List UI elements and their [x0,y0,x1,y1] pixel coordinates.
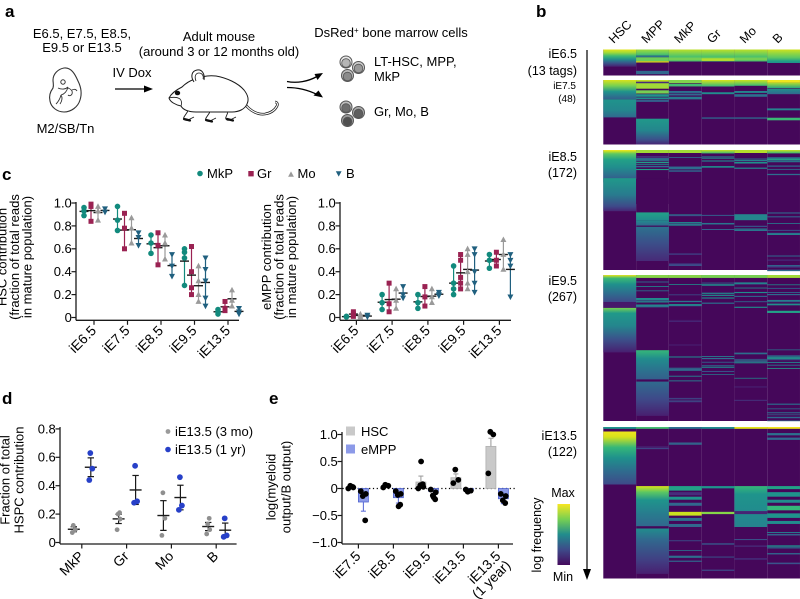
svg-text:0.4: 0.4 [318,264,336,279]
svg-text:0.6: 0.6 [54,241,72,256]
svg-text:B: B [346,166,355,181]
svg-text:E9.5 or E13.5: E9.5 or E13.5 [42,40,122,55]
svg-text:0: 0 [65,310,72,325]
svg-text:HSPC contribution: HSPC contribution [12,427,27,534]
svg-text:eMPP contribution: eMPP contribution [259,204,274,310]
svg-text:in mature population): in mature population) [20,196,35,318]
svg-text:eMPP: eMPP [361,442,396,457]
svg-text:MkP: MkP [374,69,400,84]
svg-text:c: c [2,165,11,184]
svg-text:Gr: Gr [257,166,272,181]
svg-text:0: 0 [331,481,338,496]
svg-text:iE7.5: iE7.5 [553,81,576,92]
svg-text:0: 0 [49,535,56,550]
svg-text:1.0: 1.0 [318,195,336,210]
svg-text:0.4: 0.4 [38,478,56,493]
svg-text:1.0: 1.0 [54,195,72,210]
svg-text:HSC contribution: HSC contribution [0,208,10,306]
svg-text:0.4: 0.4 [54,264,72,279]
svg-text:0.6: 0.6 [318,241,336,256]
svg-text:iE13.5 (1 yr): iE13.5 (1 yr) [175,442,246,457]
svg-text:e: e [269,389,278,408]
svg-text:0.2: 0.2 [38,507,56,522]
svg-text:output/B output): output/B output) [279,441,294,534]
svg-text:1.0: 1.0 [320,427,338,442]
svg-text:(48): (48) [558,94,576,105]
svg-text:iE8.5: iE8.5 [549,150,578,164]
svg-text:(fraction of total reads: (fraction of total reads [272,194,287,320]
svg-text:Max: Max [551,486,575,500]
svg-text:0.2: 0.2 [318,287,336,302]
svg-text:IV Dox: IV Dox [112,65,152,80]
svg-text:iE13.5 (3 mo): iE13.5 (3 mo) [175,424,253,439]
svg-text:iE13.5: iE13.5 [542,429,577,443]
svg-text:(around 3 or 12 months old): (around 3 or 12 months old) [139,44,299,59]
svg-text:0.8: 0.8 [54,218,72,233]
svg-text:(13 tags): (13 tags) [528,64,577,78]
svg-text:d: d [2,389,12,408]
svg-text:MkP: MkP [207,166,233,181]
svg-text:−1.0: −1.0 [312,535,338,550]
svg-text:Fraction of total: Fraction of total [0,435,13,525]
svg-text:(fraction of total reads: (fraction of total reads [7,194,22,320]
svg-text:Gr, Mo, B: Gr, Mo, B [374,104,429,119]
svg-text:in mature population): in mature population) [284,196,299,318]
svg-text:Min: Min [553,570,573,584]
svg-text:0.8: 0.8 [38,421,56,436]
svg-text:0.5: 0.5 [320,454,338,469]
svg-text:iE6.5: iE6.5 [549,47,578,61]
svg-text:M2/SB/Tn: M2/SB/Tn [37,121,95,136]
svg-text:(122): (122) [548,445,577,459]
svg-text:DsRed+ bone marrow cells: DsRed+ bone marrow cells [314,25,468,40]
svg-text:Adult mouse: Adult mouse [183,29,255,44]
svg-text:0.2: 0.2 [54,287,72,302]
svg-text:0: 0 [329,310,336,325]
svg-text:−0.5: −0.5 [312,508,338,523]
svg-text:(172): (172) [548,166,577,180]
svg-text:b: b [536,2,546,21]
svg-text:LT-HSC, MPP,: LT-HSC, MPP, [374,54,457,69]
svg-text:Mo: Mo [298,166,316,181]
svg-text:(267): (267) [548,290,577,304]
svg-text:E6.5, E7.5, E8.5,: E6.5, E7.5, E8.5, [33,26,131,41]
svg-text:a: a [5,2,15,21]
svg-text:0.6: 0.6 [38,450,56,465]
svg-text:HSC: HSC [361,424,388,439]
svg-text:log(myeloid: log(myeloid [264,454,279,520]
svg-text:0.8: 0.8 [318,218,336,233]
svg-text:log frequency: log frequency [530,497,544,573]
svg-text:iE9.5: iE9.5 [549,274,578,288]
